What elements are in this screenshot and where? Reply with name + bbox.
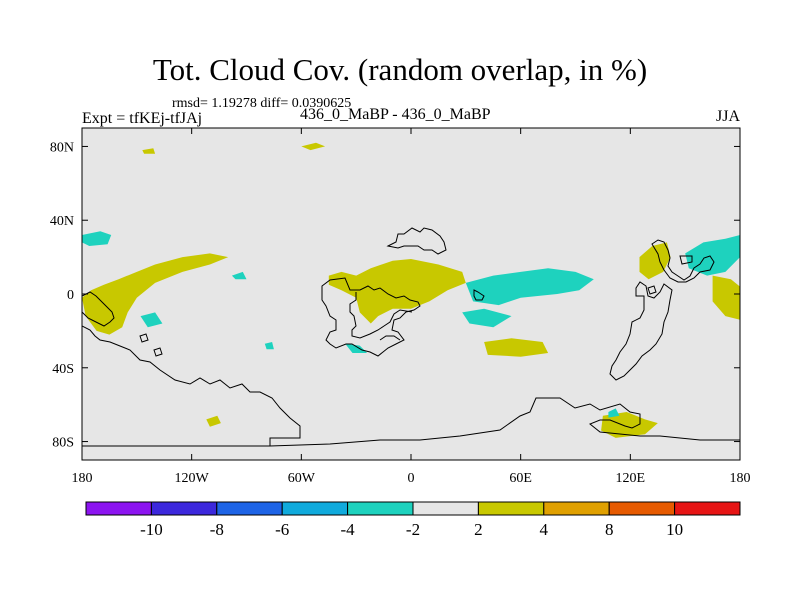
anomaly-region-16 xyxy=(264,342,274,350)
y-tick-label-2: 0 xyxy=(67,288,74,303)
anomaly-region-6 xyxy=(206,415,221,427)
anomaly-region-8 xyxy=(142,148,156,154)
anomaly-region-3 xyxy=(639,242,671,280)
x-tick-label-2: 60W xyxy=(288,471,316,486)
stats-text: rmsd= 1.19278 diff= 0.0390625 xyxy=(172,96,352,111)
run-label: 436_0_MaBP - 436_0_MaBP xyxy=(300,106,491,123)
anomaly-regions xyxy=(82,142,740,438)
anomaly-region-14 xyxy=(140,312,163,328)
colorbar-swatch-2 xyxy=(216,501,283,516)
coastline-asia xyxy=(651,239,715,283)
coastlines xyxy=(82,227,740,447)
y-tick-label-0: 80N xyxy=(50,140,74,155)
colorbar-label-8: 10 xyxy=(666,520,683,539)
coastline-mediterranean xyxy=(349,289,485,341)
colorbar-label-2: -6 xyxy=(275,520,289,539)
anomaly-region-11 xyxy=(462,308,512,328)
anomaly-region-12 xyxy=(685,235,740,276)
anomaly-region-10 xyxy=(465,268,594,306)
anomaly-region-9 xyxy=(82,231,112,246)
colorbar: -10 -8 -6 -4 -2 2 4 8 10 xyxy=(85,501,741,539)
coastline-antarctica xyxy=(82,325,740,447)
colorbar-label-6: 4 xyxy=(540,520,549,539)
colorbar-swatch-1 xyxy=(150,501,218,516)
coastline-pacific-island xyxy=(647,285,657,295)
coastline-africa xyxy=(321,277,421,357)
anomaly-region-5 xyxy=(601,412,658,438)
anomaly-region-7 xyxy=(301,142,326,151)
x-tick-label-5: 120E xyxy=(616,471,646,486)
colorbar-label-1: -8 xyxy=(210,520,224,539)
colorbar-swatch-9 xyxy=(674,501,741,516)
coastline-americas xyxy=(82,291,163,357)
colorbar-label-4: -2 xyxy=(406,520,420,539)
x-tick-label-4: 60E xyxy=(509,471,532,486)
x-tick-label-0: 180 xyxy=(72,471,93,486)
colorbar-label-7: 8 xyxy=(605,520,614,539)
anomaly-region-15 xyxy=(231,271,247,280)
colorbar-swatch-7 xyxy=(543,501,610,516)
anomaly-region-13 xyxy=(345,343,368,353)
coastline-maritime-continent xyxy=(609,281,673,381)
x-tick-label-3: 0 xyxy=(408,471,415,486)
colorbar-swatch-0 xyxy=(85,501,152,516)
anomaly-region-17 xyxy=(608,408,620,418)
coastline-europe xyxy=(386,227,447,255)
colorbar-swatch-6 xyxy=(477,501,545,516)
axes: 180 120W 60W 0 60E 120E 180 80N 40N 0 40S 80S xyxy=(50,128,751,486)
experiment-label: Expt = tfKEj-tfJAj xyxy=(82,110,203,127)
colorbar-label-3: -4 xyxy=(341,520,356,539)
colorbar-swatch-4 xyxy=(347,501,414,516)
anomaly-region-1 xyxy=(328,259,466,324)
colorbar-swatch-5 xyxy=(412,501,479,516)
y-tick-label-3: 40S xyxy=(52,362,74,377)
colorbar-swatch-3 xyxy=(281,501,349,516)
colorbar-label-5: 2 xyxy=(474,520,483,539)
colorbar-swatch-8 xyxy=(608,501,676,516)
x-tick-label-6: 180 xyxy=(730,471,751,486)
anomaly-region-4 xyxy=(712,275,740,320)
season-label: JJA xyxy=(716,108,741,125)
map-title: Tot. Cloud Cov. (random overlap, in %) xyxy=(152,52,648,87)
x-tick-label-1: 120W xyxy=(175,471,210,486)
y-tick-label-1: 40N xyxy=(50,214,74,229)
anomaly-region-2 xyxy=(484,338,549,357)
anomaly-region-0 xyxy=(82,253,229,335)
y-tick-label-4: 80S xyxy=(52,436,74,451)
colorbar-label-0: -10 xyxy=(140,520,163,539)
